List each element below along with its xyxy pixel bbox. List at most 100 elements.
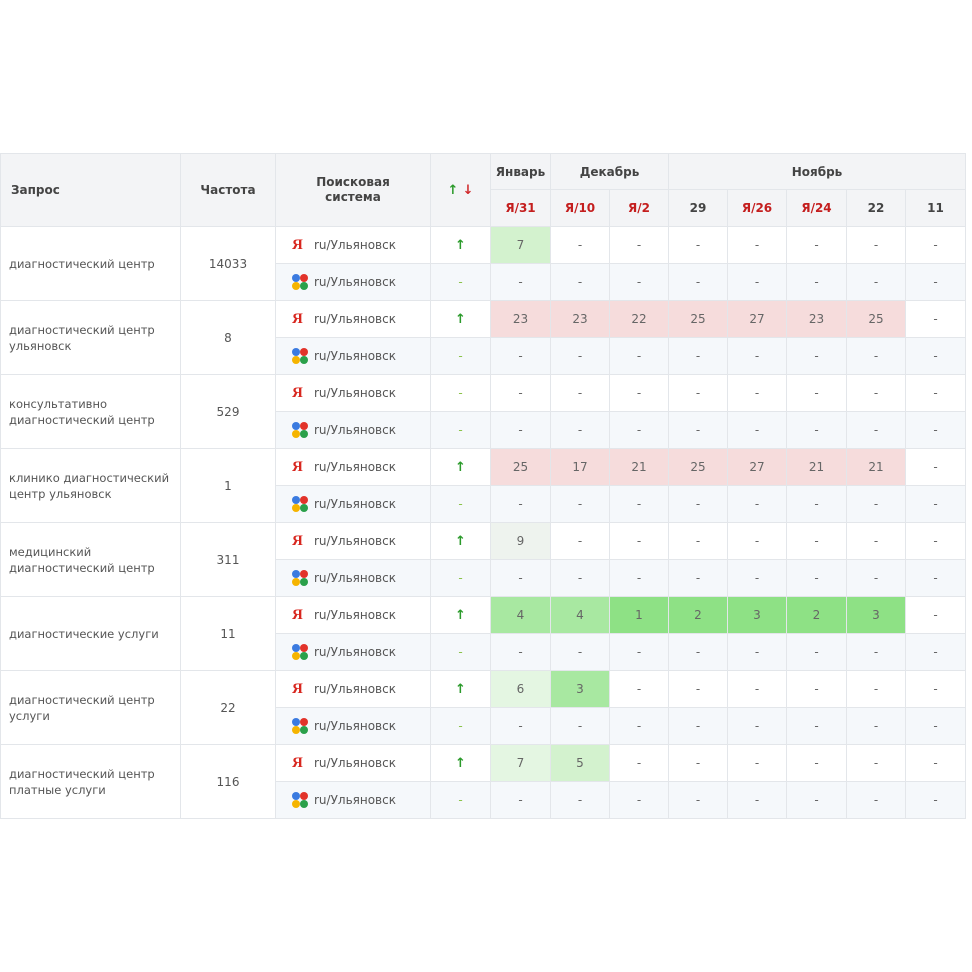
position-cell: -: [905, 448, 966, 486]
frequency-value: 11: [180, 596, 276, 671]
position-cell: -: [846, 522, 906, 560]
query-text: консультативно диагностический центр: [0, 374, 181, 449]
position-cell: -: [668, 522, 728, 560]
position-cell: -: [668, 707, 728, 745]
google-logo-icon: [292, 348, 308, 364]
position-cell: 3: [550, 670, 610, 708]
position-cell: -: [609, 781, 669, 819]
position-cell: -: [727, 485, 787, 523]
position-cell: -: [786, 707, 847, 745]
position-cell: -: [668, 559, 728, 597]
position-cell: -: [668, 670, 728, 708]
table-row: консультативно диагностический центр 529 Я…: [0, 374, 966, 449]
position-cell: 27: [727, 448, 787, 486]
trend-up-icon: ↑: [455, 459, 466, 475]
yandex-logo-icon: Я: [292, 532, 303, 549]
position-cell: -: [905, 485, 966, 523]
engine-google: ru/Ульяновск: [275, 337, 431, 375]
query-text: диагностический центр услуги: [0, 670, 181, 745]
position-cell: -: [668, 374, 728, 412]
position-cell: -: [609, 744, 669, 782]
position-cell: -: [668, 337, 728, 375]
position-cell: -: [846, 226, 906, 264]
position-cell: -: [786, 781, 847, 819]
engine-region-label: ru/Ульяновск: [314, 349, 396, 363]
trend-none: -: [458, 386, 463, 400]
table-row: ru/Ульяновск - - - - - - - - -: [1, 633, 966, 671]
query-header[interactable]: Запрос: [0, 153, 181, 227]
engine-region-label: ru/Ульяновск: [314, 793, 396, 807]
position-cell: -: [668, 226, 728, 264]
position-cell: -: [550, 707, 610, 745]
position-cell: -: [727, 374, 787, 412]
position-cell: -: [786, 670, 847, 708]
position-cell: -: [727, 559, 787, 597]
position-cell: -: [846, 374, 906, 412]
trend-cell: ↑: [430, 300, 491, 338]
date-header[interactable]: 11: [905, 189, 966, 227]
frequency-header[interactable]: Частота: [180, 153, 276, 227]
date-header[interactable]: 22: [846, 189, 906, 227]
date-header[interactable]: Я/24: [786, 189, 847, 227]
date-header[interactable]: Я/26: [727, 189, 787, 227]
position-cell: -: [550, 263, 610, 301]
query-text: медицинский диагностический центр: [0, 522, 181, 597]
engine-region-label: ru/Ульяновск: [314, 312, 396, 326]
query-text: диагностический центр: [0, 226, 181, 301]
sort-header[interactable]: ↑ ↓: [430, 153, 491, 227]
trend-cell: ↑: [430, 226, 491, 264]
engine-region-label: ru/Ульяновск: [314, 386, 396, 400]
position-cell: -: [490, 411, 551, 449]
trend-cell: -: [430, 559, 491, 597]
trend-cell: -: [430, 633, 491, 671]
sort-up-icon[interactable]: ↑: [447, 182, 459, 198]
frequency-value: 1: [180, 448, 276, 523]
trend-none: -: [458, 793, 463, 807]
table-row: ru/Ульяновск - - - - - - - - -: [1, 263, 966, 301]
position-cell: -: [550, 781, 610, 819]
trend-up-icon: ↑: [455, 311, 466, 327]
yandex-logo-icon: Я: [292, 384, 303, 401]
engine-google: ru/Ульяновск: [275, 781, 431, 819]
date-header[interactable]: 29: [668, 189, 728, 227]
position-cell: -: [905, 337, 966, 375]
position-cell: -: [905, 633, 966, 671]
position-cell: 1: [609, 596, 669, 634]
google-logo-icon: [292, 644, 308, 660]
sort-down-icon[interactable]: ↓: [462, 182, 474, 198]
engine-header[interactable]: Поисковая система: [275, 153, 431, 227]
date-header[interactable]: Я/2: [609, 189, 669, 227]
trend-up-icon: ↑: [455, 533, 466, 549]
position-cell: -: [905, 263, 966, 301]
position-cell: -: [905, 226, 966, 264]
position-cell: -: [727, 337, 787, 375]
trend-none: -: [458, 423, 463, 437]
position-cell: -: [905, 707, 966, 745]
position-cell: 23: [490, 300, 551, 338]
engine-google: ru/Ульяновск: [275, 707, 431, 745]
date-header[interactable]: Я/10: [550, 189, 610, 227]
position-cell: -: [727, 411, 787, 449]
yandex-logo-icon: Я: [292, 754, 303, 771]
query-text: клинико диагностический центр ульяновск: [0, 448, 181, 523]
position-cell: -: [550, 411, 610, 449]
position-cell: -: [550, 633, 610, 671]
engine-region-label: ru/Ульяновск: [314, 534, 396, 548]
frequency-value: 529: [180, 374, 276, 449]
position-cell: 5: [550, 744, 610, 782]
engine-region-label: ru/Ульяновск: [314, 571, 396, 585]
table-row: ru/Ульяновск - - - - - - - - -: [1, 337, 966, 375]
date-header[interactable]: Я/31: [490, 189, 551, 227]
position-cell: -: [609, 633, 669, 671]
table-row: ru/Ульяновск - - - - - - - - -: [1, 485, 966, 523]
position-cell: -: [786, 374, 847, 412]
position-cell: -: [786, 559, 847, 597]
position-cell: -: [905, 670, 966, 708]
trend-cell: ↑: [430, 448, 491, 486]
